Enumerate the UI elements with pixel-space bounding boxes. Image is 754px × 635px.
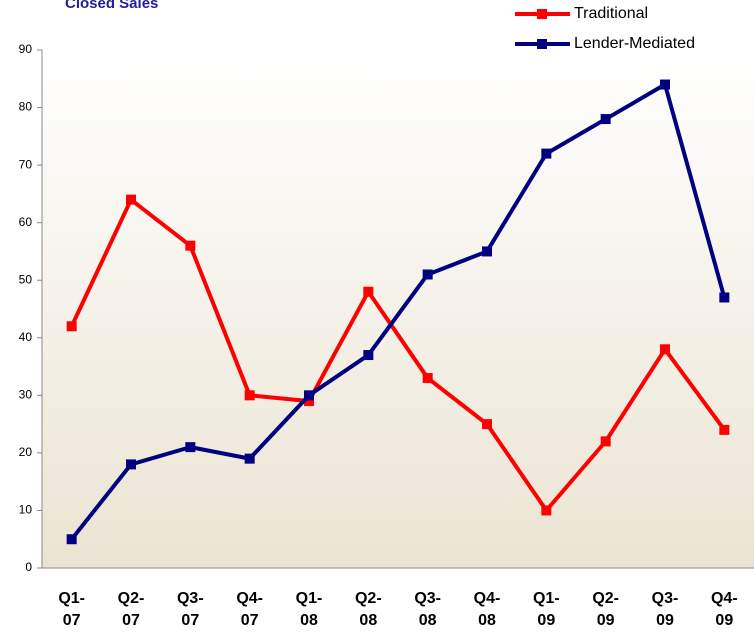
y-tick-label: 20 [19, 445, 33, 459]
point-marker [126, 194, 136, 205]
series-line [69, 197, 726, 513]
point-marker [719, 424, 730, 435]
point-marker [482, 419, 492, 430]
point-marker [185, 442, 196, 453]
x-tick-label: Q4-08 [473, 590, 501, 629]
x-tick-label: Q3-08 [414, 590, 441, 629]
point-marker [66, 534, 77, 545]
y-tick-label: 30 [19, 388, 33, 402]
x-tick-label: Q1-08 [295, 590, 323, 629]
point-marker [719, 292, 730, 303]
y-tick-label: 40 [19, 330, 33, 344]
y-tick-label: 0 [25, 560, 32, 574]
point-marker [660, 79, 670, 90]
y-tick-label: 10 [19, 503, 33, 517]
point-marker [482, 246, 492, 257]
legend-marker [537, 39, 547, 49]
x-tick-label: Q1-07 [58, 590, 85, 629]
point-marker [363, 286, 374, 297]
point-marker [422, 269, 433, 280]
y-tick-label: 80 [19, 100, 33, 114]
point-marker [304, 396, 314, 407]
x-tick-label: Q2-08 [354, 590, 382, 629]
x-tick-label: Q1-09 [532, 590, 560, 629]
y-tick-label: 60 [19, 215, 33, 229]
point-marker [600, 436, 611, 447]
legend-label: Traditional [574, 5, 648, 22]
point-marker [304, 390, 314, 401]
x-tick-label: Q3-09 [651, 590, 679, 629]
point-marker [422, 373, 433, 384]
chart-title: Closed Sales [65, 0, 158, 12]
y-tick-label: 70 [19, 157, 33, 171]
point-marker [660, 344, 670, 355]
series-line [70, 82, 727, 541]
y-tick-label: 90 [19, 42, 33, 56]
y-tick-label: 50 [19, 272, 33, 286]
legend-label: Lender-Mediated [574, 35, 695, 52]
point-marker [600, 114, 611, 125]
plot-area [42, 50, 754, 568]
x-tick-label: Q4-09 [710, 590, 738, 629]
x-tick-label: Q3-07 [176, 590, 204, 629]
point-marker [363, 350, 374, 361]
x-tick-label: Q2-09 [592, 590, 619, 629]
legend-marker [537, 9, 547, 19]
x-tick-label: Q4-07 [236, 590, 263, 629]
point-marker [541, 505, 552, 516]
point-marker [126, 459, 136, 470]
point-marker [185, 240, 196, 251]
point-marker [244, 453, 255, 464]
point-marker [66, 321, 77, 332]
point-marker [244, 390, 255, 401]
x-tick-label: Q2-07 [117, 590, 145, 629]
point-marker [541, 148, 552, 159]
